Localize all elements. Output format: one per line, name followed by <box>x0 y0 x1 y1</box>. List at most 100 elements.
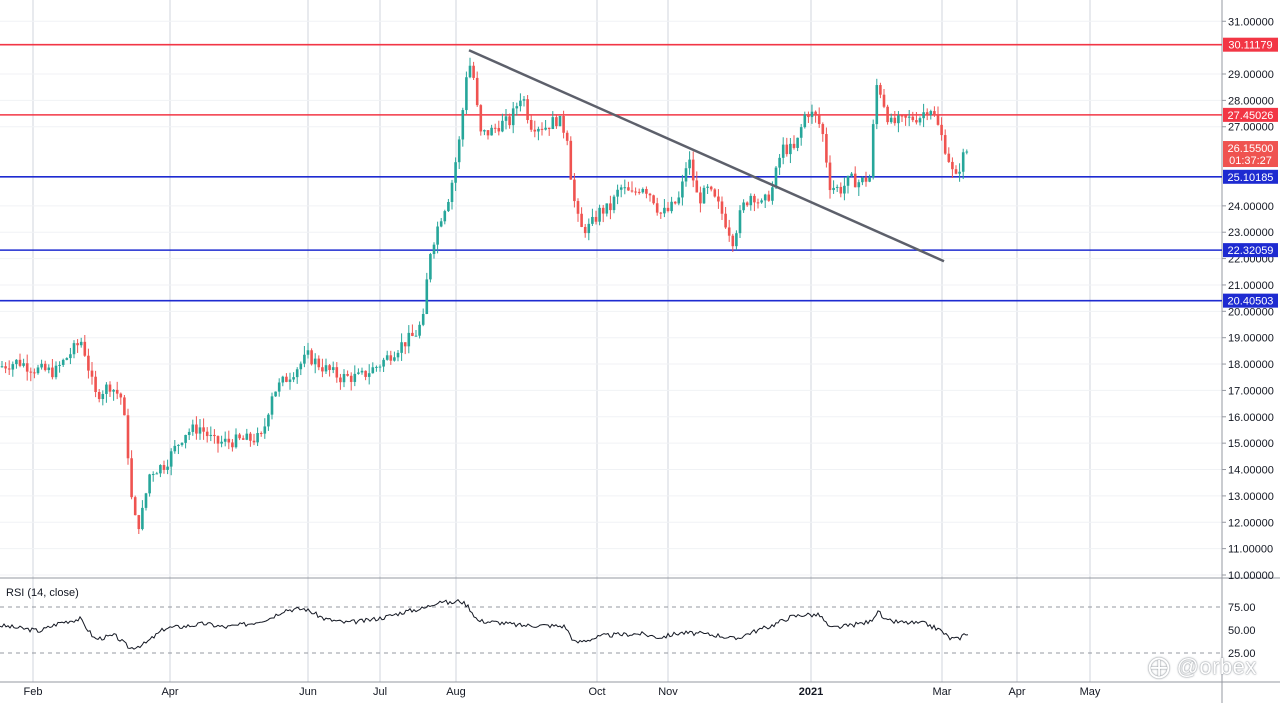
candle-body <box>897 115 900 124</box>
candle-body <box>850 173 853 176</box>
candle-62 <box>223 431 227 447</box>
candle-body <box>688 159 691 169</box>
candle-78 <box>281 375 285 387</box>
candle-body <box>691 159 695 181</box>
candle-body <box>432 244 436 255</box>
candle-263 <box>947 147 951 164</box>
candle-body <box>317 358 321 368</box>
candle-body <box>353 373 357 382</box>
candle-110 <box>396 350 400 362</box>
candle-221 <box>796 137 799 152</box>
candle-177 <box>637 188 641 195</box>
candle-209 <box>753 193 756 212</box>
candle-body <box>47 367 51 371</box>
candle-body <box>238 434 241 439</box>
candle-55 <box>198 418 202 440</box>
candle-body <box>843 185 846 194</box>
candle-72 <box>259 431 263 437</box>
candle-133 <box>479 104 483 136</box>
candle-125 <box>450 179 454 210</box>
price-tick-9: 19.00000 <box>1228 333 1274 345</box>
candle-244 <box>879 82 882 99</box>
candle-body <box>285 376 288 382</box>
candle-body <box>443 211 447 222</box>
candle-128 <box>461 107 465 147</box>
candle-81 <box>292 372 295 383</box>
candle-body <box>864 177 868 182</box>
candle-192 <box>691 151 695 188</box>
candle-body <box>526 99 529 121</box>
candle-25 <box>90 362 94 385</box>
time-label-5: Oct <box>588 686 605 698</box>
candle-body <box>123 397 126 416</box>
candle-body <box>331 367 335 371</box>
candle-body <box>886 106 889 123</box>
candle-58 <box>209 426 213 442</box>
candle-16 <box>58 361 61 373</box>
candle-body <box>875 85 879 125</box>
candle-body <box>515 106 519 109</box>
rsi-tick-1: 50.00 <box>1228 625 1256 637</box>
candle-body <box>717 196 720 202</box>
candle-98 <box>353 365 357 387</box>
candle-body <box>313 358 317 365</box>
candle-261 <box>940 117 943 141</box>
candle-69 <box>249 431 252 447</box>
candle-body <box>177 444 180 446</box>
candle-body <box>292 377 295 380</box>
candle-26 <box>94 370 97 398</box>
candle-body <box>735 233 738 247</box>
candle-body <box>929 111 933 116</box>
candle-body <box>393 357 396 361</box>
candle-207 <box>745 201 749 207</box>
candle-body <box>281 376 285 383</box>
candle-30 <box>108 381 112 398</box>
candle-body <box>252 440 256 443</box>
candle-162 <box>583 223 587 238</box>
candle-body <box>623 187 627 189</box>
time-label-6: Nov <box>658 686 678 698</box>
level-badge-1 <box>1223 107 1278 122</box>
candle-body <box>634 191 637 193</box>
candle-body <box>29 371 33 373</box>
candle-body <box>274 391 277 397</box>
candle-196 <box>706 184 709 194</box>
candle-120 <box>432 242 436 259</box>
candle-body <box>79 341 83 346</box>
candle-247 <box>889 113 893 124</box>
rsi-pane[interactable]: RSI (14, close) 75.00 50.00 25.00 <box>0 587 1256 660</box>
candle-32 <box>115 381 119 400</box>
price-tick-15: 13.00000 <box>1228 491 1274 503</box>
candle-37 <box>133 495 137 516</box>
candle-208 <box>749 193 753 211</box>
candle-body <box>511 108 515 126</box>
candle-130 <box>468 57 472 79</box>
orbex-logo-icon: ⨁ <box>1148 654 1171 679</box>
candle-body <box>943 135 947 154</box>
candle-body <box>133 497 137 516</box>
candle-body <box>468 65 472 78</box>
candle-174 <box>627 181 630 191</box>
candle-203 <box>731 233 735 252</box>
trendline[interactable] <box>468 49 945 263</box>
candle-body <box>234 434 238 448</box>
candle-body <box>169 451 173 467</box>
candle-93 <box>335 362 339 383</box>
candle-195 <box>702 185 706 204</box>
time-label-7: 2021 <box>799 686 823 698</box>
horizontal-levels[interactable] <box>0 43 1222 302</box>
candle-body <box>0 366 4 368</box>
candle-223 <box>803 111 807 129</box>
candle-197 <box>709 185 713 192</box>
candle-body <box>306 350 310 355</box>
candle-27 <box>97 389 101 403</box>
candle-136 <box>490 124 493 136</box>
candle-body <box>439 221 443 227</box>
candle-121 <box>436 221 439 254</box>
candle-body <box>479 105 483 132</box>
candle-134 <box>483 129 486 136</box>
candle-96 <box>346 370 349 377</box>
candle-237 <box>853 166 857 188</box>
